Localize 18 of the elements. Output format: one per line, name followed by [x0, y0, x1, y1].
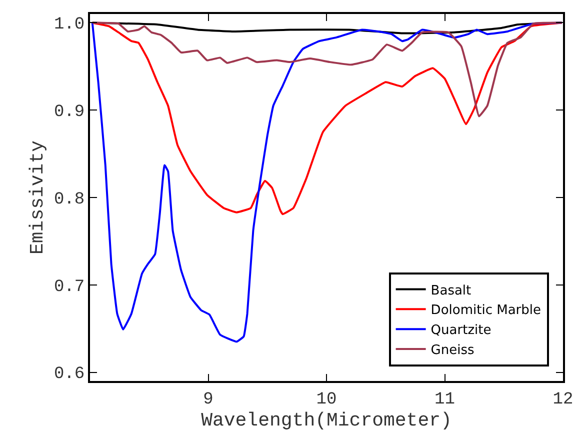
legend-label: Quartzite [430, 323, 492, 338]
line-series [91, 22, 563, 216]
y-tick-label: 0.9 [54, 103, 85, 122]
y-tick-label: 0.6 [54, 365, 85, 384]
legend-label: Basalt [430, 283, 472, 298]
x-tick-label: 9 [203, 390, 214, 410]
line-series [91, 22, 563, 343]
legend-label: Dolomitic Marble [430, 303, 541, 318]
x-tick-label: 10 [316, 390, 337, 410]
x-tick-label: 12 [552, 390, 574, 410]
y-tick-label: 0.8 [54, 190, 85, 210]
y-tick-label: 0.7 [54, 278, 85, 297]
x-axis-title: Wavelength(Micrometer) [201, 410, 452, 432]
legend-label: Gneiss [430, 343, 475, 358]
y-tick-label: 1.0 [54, 16, 85, 35]
y-axis-title: Emissivity [26, 140, 48, 255]
line-series [91, 22, 563, 118]
x-tick-label: 11 [434, 390, 455, 410]
